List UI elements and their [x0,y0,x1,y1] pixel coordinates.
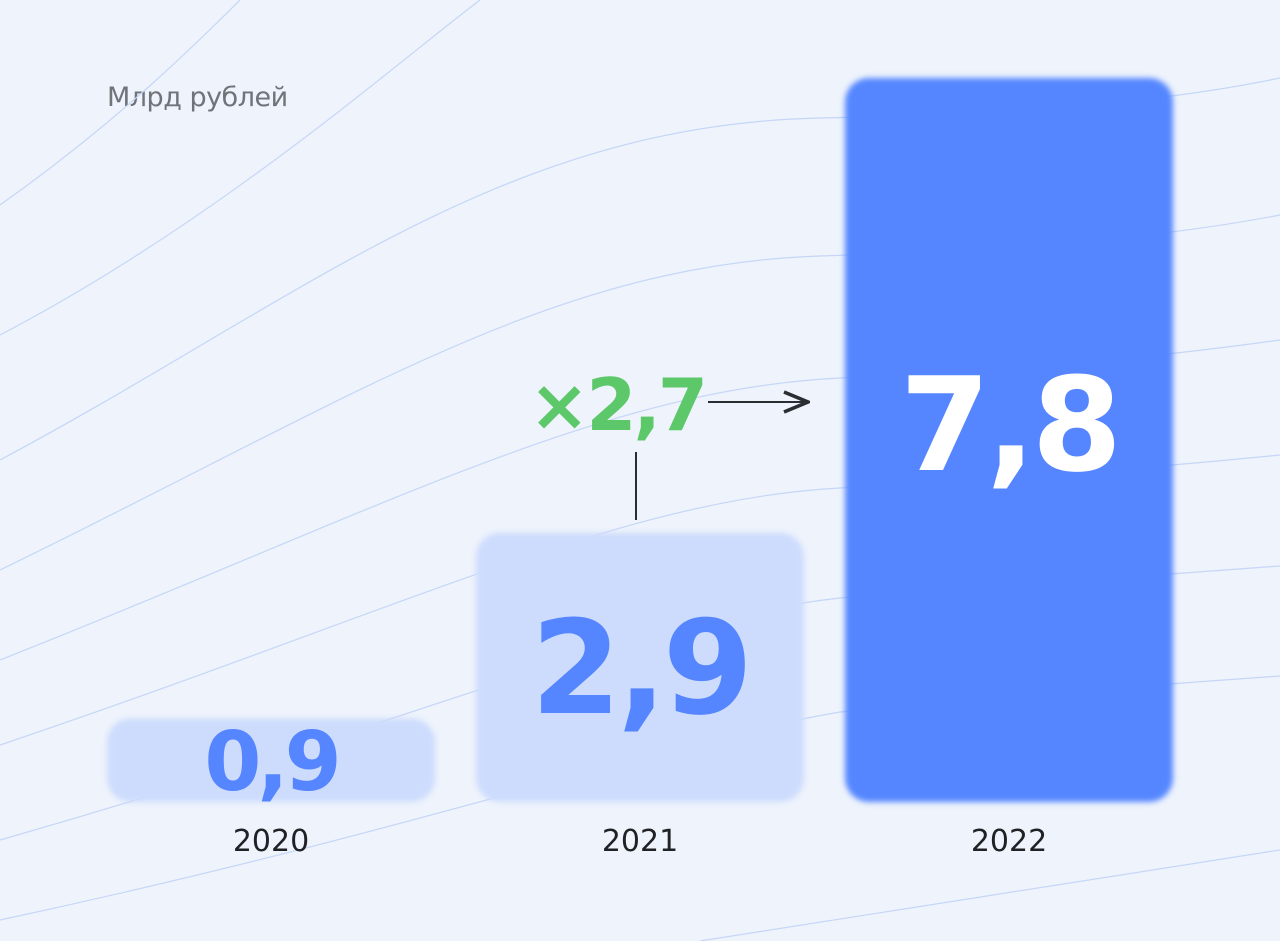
growth-multiplier-label: ×2,7 [529,363,705,447]
bar-2022 [845,78,1173,802]
bars-group: 0,9 2020 2,9 2021 7,8 2022 [107,78,1173,859]
x-tick-label-2020: 2020 [233,824,309,859]
bar-2021 [476,532,804,802]
growth-annotation: ×2,7 [529,363,808,520]
bar-value-label-2020: 0,9 [204,715,337,810]
bar-2020 [107,718,435,802]
x-tick-label-2021: 2021 [602,824,678,859]
x-tick-label-2022: 2022 [971,824,1047,859]
bar-value-label-2022: 7,8 [900,349,1118,501]
bar-value-label-2021: 2,9 [531,592,749,744]
